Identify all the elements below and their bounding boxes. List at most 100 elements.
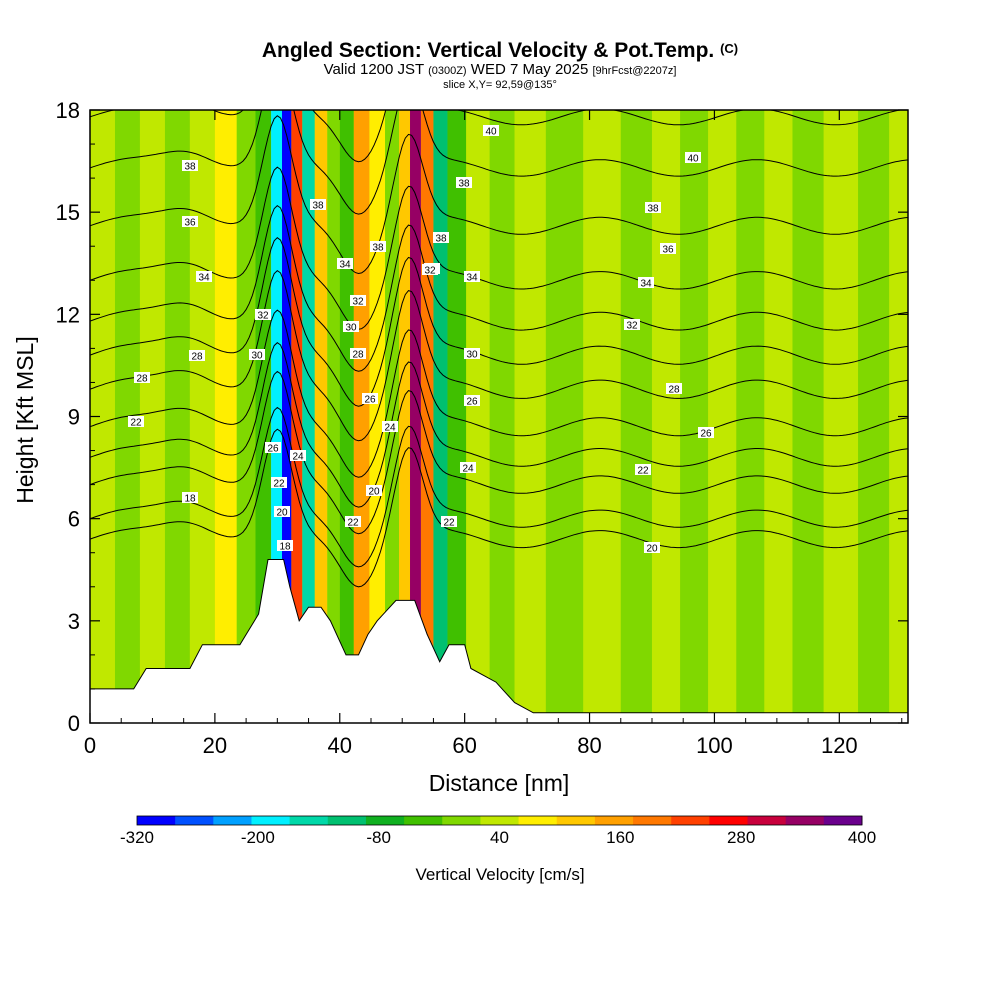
- contour-label-text: 36: [662, 245, 674, 256]
- contour-label: 40: [483, 125, 499, 138]
- velocity-column: [545, 110, 584, 723]
- contour-label: 34: [638, 277, 654, 290]
- velocity-column: [764, 110, 793, 723]
- velocity-column: [489, 110, 515, 723]
- velocity-column: [736, 110, 765, 723]
- potential-temperature-contours: [90, 110, 908, 588]
- contour-label-text: 26: [364, 395, 376, 406]
- y-tick-label: 9: [68, 405, 80, 430]
- contour-label-text: 26: [700, 429, 712, 440]
- velocity-column: [189, 110, 215, 723]
- contour-label: 26: [698, 427, 714, 440]
- colorbar-swatch: [594, 816, 634, 825]
- contour-label: 38: [310, 199, 326, 212]
- colorbar-swatch: [442, 816, 481, 825]
- contour-label: 32: [422, 264, 438, 277]
- colorbar-swatch: [251, 816, 291, 825]
- contour-label: 38: [182, 160, 198, 173]
- chart-subtitle: Valid 1200 JST (0300Z) WED 7 May 2025 [9…: [323, 61, 677, 78]
- x-tick-label: 100: [696, 733, 733, 758]
- velocity-column: [271, 110, 283, 723]
- velocity-column: [583, 110, 621, 723]
- contour-label: 18: [277, 540, 293, 553]
- x-axis-title: Distance [nm]: [429, 770, 570, 796]
- contour-label-text: 34: [198, 273, 210, 284]
- contour-label: 38: [370, 241, 386, 254]
- velocity-column: [236, 110, 256, 723]
- velocity-column: [620, 110, 652, 723]
- velocity-column: [282, 110, 292, 723]
- velocity-column: [433, 110, 448, 723]
- isentrope-22: [90, 370, 908, 535]
- contour-label: 22: [345, 516, 361, 529]
- velocity-column: [314, 110, 328, 723]
- contour-label-text: 20: [368, 487, 380, 498]
- isentrope-36: [90, 115, 908, 275]
- velocity-column: [399, 110, 411, 723]
- contour-label: 32: [350, 295, 366, 308]
- contour-label: 30: [249, 349, 265, 362]
- y-tick-label: 0: [68, 711, 80, 736]
- terrain: [90, 559, 908, 723]
- contour-label-text: 26: [267, 444, 279, 455]
- isentrope-18: [90, 428, 908, 588]
- colorbar-swatch: [785, 816, 825, 825]
- contour-label-text: 30: [466, 350, 478, 361]
- colorbar-tick-label: 400: [848, 828, 876, 847]
- y-tick-label: 15: [56, 200, 80, 225]
- isentrope-34: [90, 166, 908, 330]
- contour-label-text: 28: [191, 352, 203, 363]
- contour-label-text: 34: [339, 260, 351, 271]
- chart-subtitle-utc: (0300Z): [428, 65, 467, 77]
- contour-label: 26: [362, 393, 378, 406]
- contour-label-text: 32: [257, 311, 269, 322]
- x-tick-label: 80: [577, 733, 601, 758]
- y-tick-label: 18: [56, 98, 80, 123]
- contour-label: 28: [134, 372, 150, 385]
- contour-label: 22: [271, 477, 287, 490]
- contour-label-text: 34: [466, 273, 478, 284]
- velocity-column: [466, 110, 490, 723]
- contour-label: 26: [265, 442, 281, 455]
- contour-label: 34: [464, 271, 480, 284]
- velocity-column: [339, 110, 354, 723]
- contour-label-text: 28: [136, 374, 148, 385]
- isentrope-38: [90, 110, 908, 215]
- contour-label-text: 40: [687, 154, 699, 165]
- velocity-column: [708, 110, 737, 723]
- velocity-column: [291, 110, 303, 723]
- isentrope-24: [90, 342, 908, 508]
- contour-label-text: 38: [458, 179, 470, 190]
- contour-labels: 4040383838383838363636343434343232323230…: [128, 125, 714, 555]
- y-axis-title: Height [Kft MSL]: [12, 336, 38, 503]
- colorbar-swatch: [480, 816, 520, 825]
- x-tick-label: 120: [821, 733, 858, 758]
- contour-label: 22: [635, 464, 651, 477]
- chart-slice-info: slice X,Y= 92,59@135°: [443, 79, 557, 91]
- contour-label: 24: [290, 450, 306, 463]
- velocity-column: [447, 110, 467, 723]
- colorbar-tick-label: 160: [606, 828, 634, 847]
- x-tick-label: 60: [452, 733, 476, 758]
- contour-label: 34: [196, 271, 212, 284]
- velocity-column: [353, 110, 370, 723]
- contour-label-text: 26: [466, 397, 478, 408]
- contour-label-text: 38: [372, 243, 384, 254]
- contour-label-text: 24: [292, 452, 304, 463]
- contour-label: 22: [128, 416, 144, 429]
- contour-label-text: 28: [668, 385, 680, 396]
- contour-label-text: 32: [424, 266, 436, 277]
- colorbar-swatch: [709, 816, 749, 825]
- velocity-column: [792, 110, 824, 723]
- contour-label: 20: [274, 506, 290, 519]
- velocity-column: [327, 110, 340, 723]
- contour-label: 28: [666, 383, 682, 396]
- colorbar-swatch: [404, 816, 443, 825]
- contour-label-text: 20: [276, 508, 288, 519]
- contour-label-text: 22: [273, 479, 285, 490]
- contour-label-text: 28: [352, 350, 364, 361]
- colorbar: -320 -200 -80 40 160 280 400: [120, 815, 876, 847]
- y-tick-label: 3: [68, 609, 80, 634]
- velocity-column: [823, 110, 859, 723]
